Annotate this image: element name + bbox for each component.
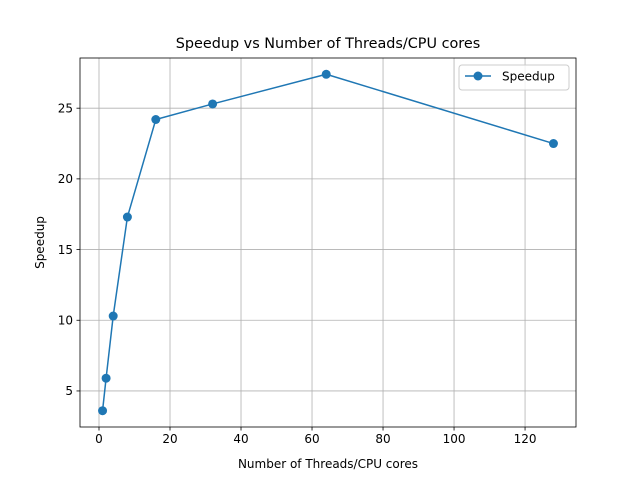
grid — [80, 58, 576, 427]
legend-marker — [473, 71, 483, 81]
x-tick-label: 100 — [443, 432, 466, 446]
data-point — [108, 311, 118, 321]
x-tick-label: 40 — [233, 432, 248, 446]
y-tick-label: 20 — [58, 172, 73, 186]
y-tick-label: 25 — [58, 101, 73, 115]
legend-box — [458, 64, 570, 91]
data-point — [208, 99, 218, 109]
x-tick-label: 0 — [95, 432, 103, 446]
series-layer — [98, 69, 558, 416]
data-point — [101, 373, 111, 383]
legend-label: Speedup — [502, 70, 555, 84]
plot-area-frame — [79, 57, 577, 428]
data-point — [122, 212, 132, 222]
x-axis-label: Number of Threads/CPU cores — [238, 457, 418, 471]
x-tick-label: 120 — [514, 432, 537, 446]
y-tick-label: 10 — [58, 314, 73, 328]
data-point — [98, 406, 108, 416]
ticks: 0 20 40 60 80 100 120 5 10 15 20 25 — [58, 101, 537, 446]
y-tick-label: 15 — [58, 243, 73, 257]
y-axis-label: Speedup — [33, 216, 47, 269]
data-point — [548, 139, 558, 149]
legend: Speedup — [458, 64, 570, 91]
series-line — [101, 73, 554, 411]
x-tick-label: 20 — [162, 432, 177, 446]
data-point — [151, 115, 161, 124]
y-tick-label: 5 — [65, 384, 73, 398]
x-tick-label: 80 — [375, 432, 390, 446]
chart-title: Speedup vs Number of Threads/CPU cores — [176, 36, 481, 52]
x-tick-label: 60 — [304, 432, 319, 446]
data-point — [321, 69, 331, 79]
